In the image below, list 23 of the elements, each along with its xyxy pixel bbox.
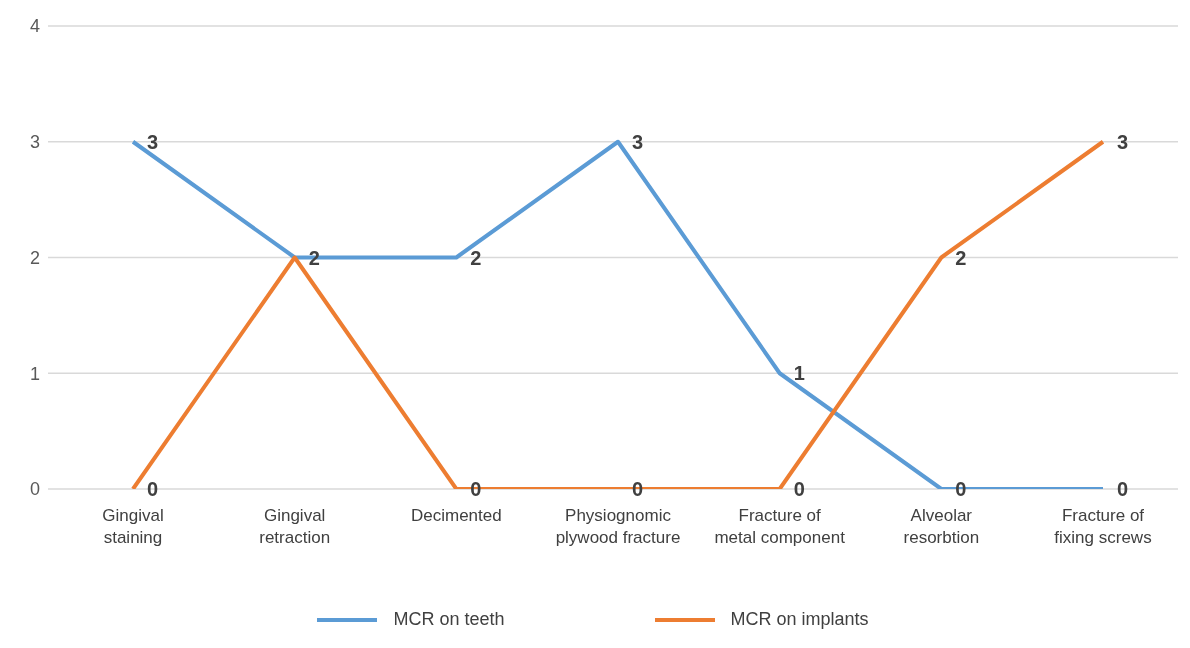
y-tick-label: 1: [29, 363, 40, 384]
x-tick-label: Decimented: [410, 506, 502, 525]
x-tick-label: Fracture of fixing screws: [1054, 506, 1152, 547]
data-label: 2: [470, 246, 482, 269]
data-label: 3: [1117, 130, 1129, 153]
x-tick-label: Alveolar resorbtion: [903, 506, 980, 547]
data-label: 2: [955, 246, 967, 269]
data-label: 0: [793, 478, 805, 501]
y-tick-label: 4: [29, 16, 40, 37]
x-tick-label: Gingival staining: [102, 506, 164, 547]
data-label: 0: [147, 478, 159, 501]
y-tick-label: 3: [29, 132, 40, 153]
y-tick-label: 0: [29, 479, 40, 500]
legend-label: MCR on implants: [730, 609, 869, 630]
y-tick-label: 2: [29, 247, 40, 268]
x-tick-label: Physiognomic plywood fracture: [555, 506, 681, 547]
legend-label: MCR on teeth: [393, 609, 505, 630]
data-label: 1: [793, 362, 805, 385]
x-tick-label: Gingival retraction: [259, 506, 331, 547]
x-tick-label: Fracture of metal component: [714, 506, 846, 547]
data-label: 0: [1117, 478, 1129, 501]
data-label: 3: [147, 130, 159, 153]
data-label: 3: [632, 130, 644, 153]
